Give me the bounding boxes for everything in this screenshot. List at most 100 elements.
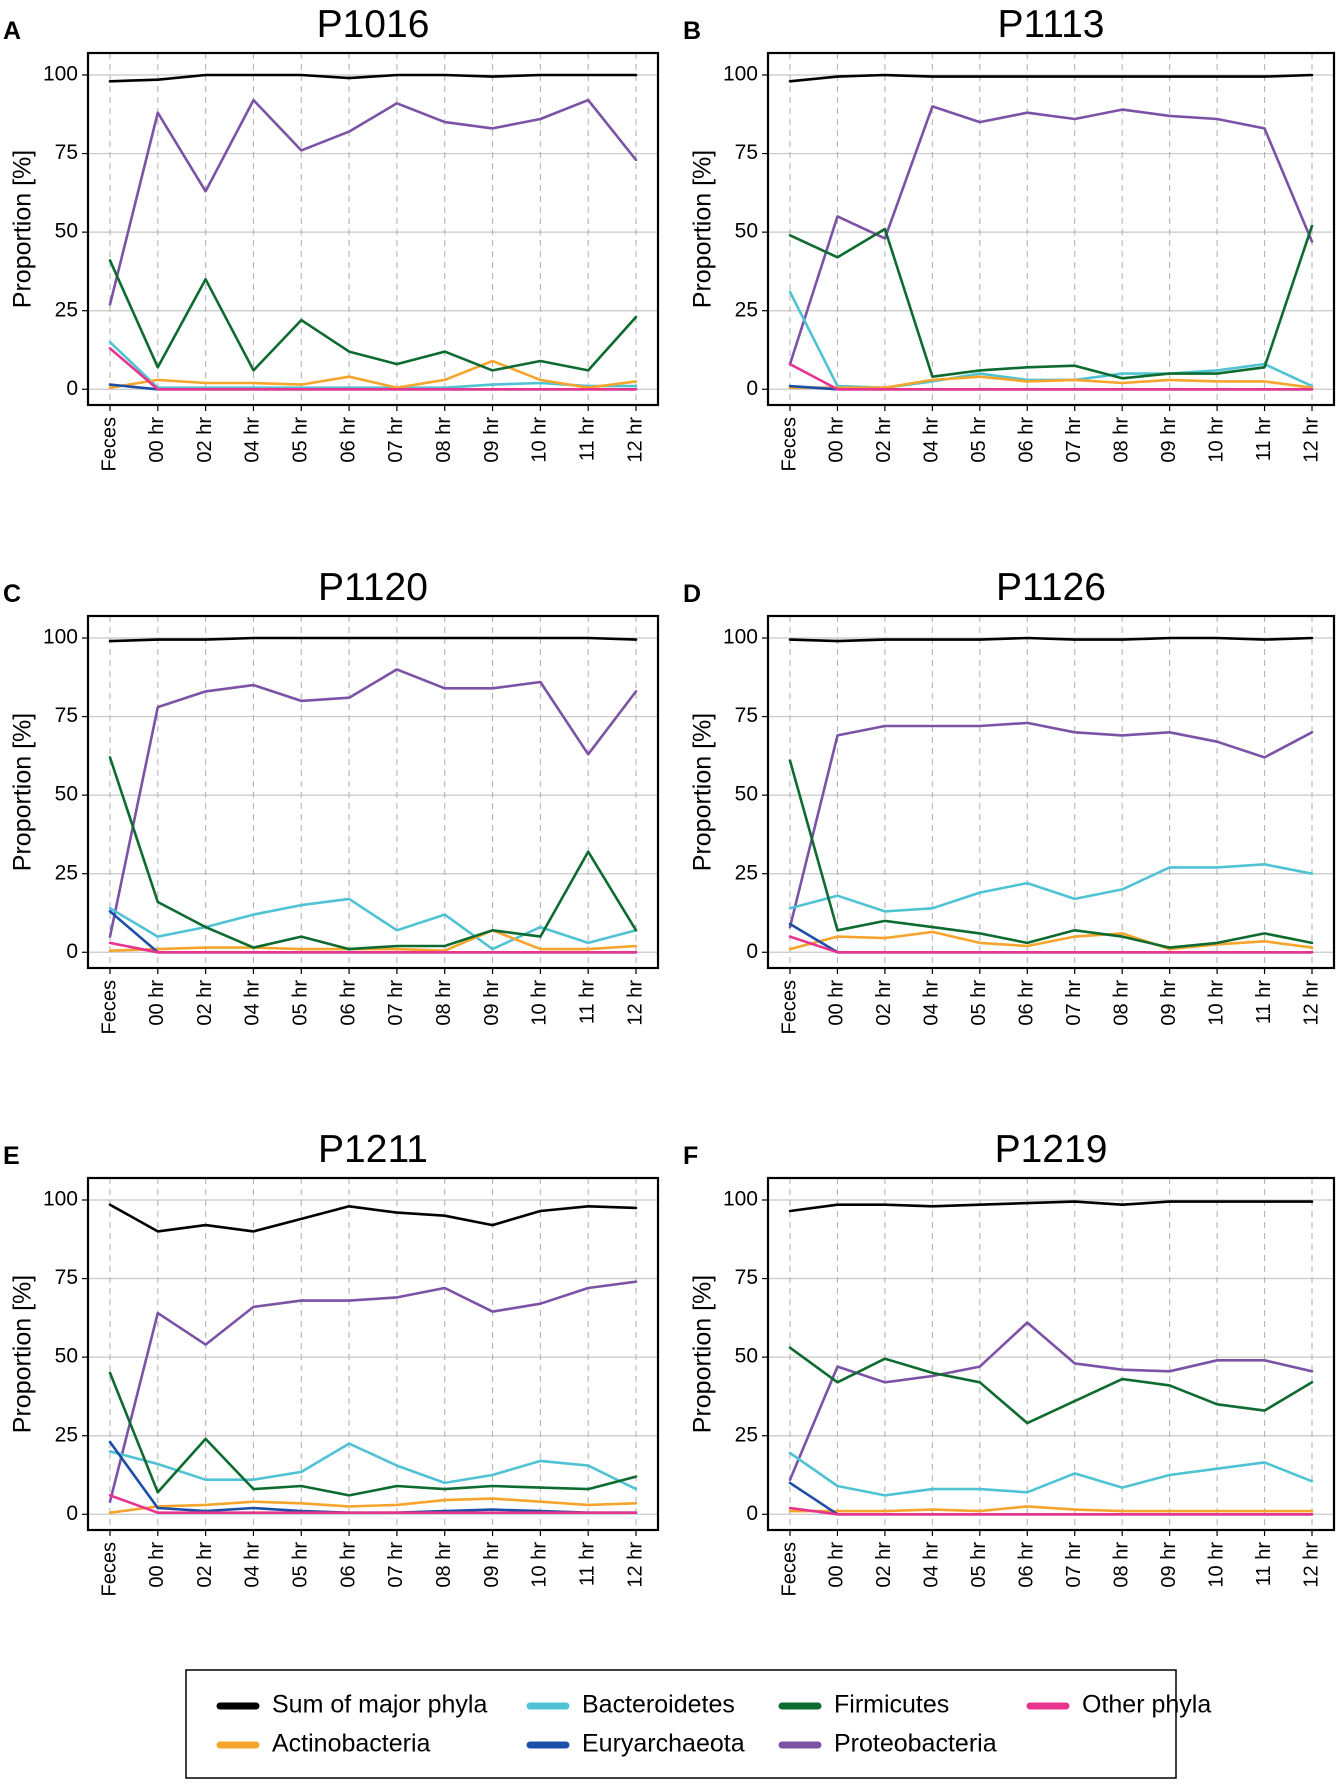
- x-tick-label: 11 hr: [576, 1542, 598, 1586]
- panel-letter: A: [3, 17, 21, 45]
- y-axis-label: Proportion [%]: [689, 150, 717, 308]
- x-tick-label: 04 hr: [921, 980, 943, 1026]
- x-tick-label: 09 hr: [1158, 1542, 1180, 1588]
- series-line-actinobacteria: [788, 1505, 1314, 1513]
- x-tick-label: 08 hr: [1110, 1542, 1132, 1588]
- series-line-other-phyla: [788, 362, 1314, 391]
- x-tick-label: 09 hr: [481, 417, 503, 463]
- x-tick-label: 09 hr: [481, 980, 503, 1026]
- x-tick-label: 02 hr: [194, 1542, 216, 1588]
- x-tick-label: 10 hr: [529, 1542, 551, 1588]
- series-line-sum-of-major-phyla: [108, 636, 638, 643]
- series-line-other-phyla: [108, 347, 638, 391]
- x-tick-label: 06 hr: [1016, 1542, 1038, 1588]
- x-tick-label: 12 hr: [1300, 417, 1322, 463]
- x-tick-label: 10 hr: [1205, 1542, 1227, 1588]
- y-tick-label: 50: [55, 783, 78, 806]
- y-tick-label: 50: [55, 1345, 78, 1368]
- series-line-proteobacteria: [788, 721, 1314, 929]
- x-tick-label: 06 hr: [1016, 417, 1038, 463]
- panel-a: A P1016 Proportion [%] 0 25 50 75 100 Feces 00 hr…: [3, 3, 660, 471]
- series-line-proteobacteria: [108, 98, 638, 306]
- y-tick-label: 50: [735, 783, 758, 806]
- series-line-sum-of-major-phyla: [108, 1203, 638, 1233]
- x-tick-label: 08 hr: [433, 980, 455, 1026]
- panel-b: B P1113 Proportion [%] 0 25 50 75 100 Feces 00 hr…: [683, 3, 1336, 471]
- x-tick-label: 07 hr: [1063, 1542, 1085, 1588]
- series-line-firmicutes: [108, 1371, 638, 1497]
- x-tick-label: 00 hr: [826, 980, 848, 1026]
- panel-letter: C: [3, 580, 21, 608]
- legend-item-bact: Bacteroidetes: [526, 1691, 735, 1719]
- y-tick-label: 100: [43, 1188, 78, 1211]
- series-line-firmicutes: [108, 259, 638, 372]
- series-line-actinobacteria: [108, 1497, 638, 1514]
- x-tick-label: 05 hr: [290, 1542, 312, 1588]
- series-line-sum-of-major-phyla: [108, 73, 638, 83]
- x-tick-label: 10 hr: [529, 417, 551, 463]
- series-line-firmicutes: [788, 224, 1314, 380]
- legend-label: Firmicutes: [834, 1691, 949, 1719]
- x-tick-label: 12 hr: [624, 1542, 646, 1588]
- x-tick-label: 00 hr: [146, 1542, 168, 1588]
- x-tick-label: 11 hr: [1253, 980, 1275, 1024]
- x-tick-label: 09 hr: [1158, 417, 1180, 463]
- x-tick-label: 11 hr: [1253, 417, 1275, 461]
- legend-item-eury: Euryarchaeota: [526, 1730, 745, 1758]
- series-line-other-phyla: [108, 1494, 638, 1514]
- x-tick-label: 07 hr: [385, 417, 407, 463]
- series-line-firmicutes: [108, 756, 638, 951]
- x-tick-label: 00 hr: [826, 417, 848, 463]
- series-line-actinobacteria: [108, 359, 638, 390]
- series-line-actinobacteria: [788, 930, 1314, 951]
- x-tick-label: 09 hr: [1158, 980, 1180, 1026]
- y-axis-label: Proportion [%]: [689, 1275, 717, 1433]
- y-tick-label: 0: [66, 940, 78, 963]
- series-line-proteobacteria: [788, 1321, 1314, 1481]
- x-tick-label: 06 hr: [1016, 980, 1038, 1026]
- y-tick-label: 75: [55, 141, 78, 164]
- y-tick-label: 100: [723, 1188, 758, 1211]
- series-line-proteobacteria: [788, 105, 1314, 366]
- series-line-proteobacteria: [108, 1280, 638, 1503]
- panel-e: E P1211 Proportion [%] 0 25 50 75 100 Feces 00 hr…: [3, 1128, 660, 1596]
- x-tick-label: 06 hr: [337, 1542, 359, 1588]
- x-tick-label: 11 hr: [576, 980, 598, 1024]
- legend-item-other: Other phyla: [1026, 1691, 1211, 1719]
- x-tick-label: 05 hr: [290, 417, 312, 463]
- legend-box: [185, 1669, 1177, 1779]
- x-tick-label: 07 hr: [1063, 417, 1085, 463]
- y-tick-label: 50: [55, 220, 78, 243]
- series-line-actinobacteria: [108, 928, 638, 953]
- plot-frame: [766, 1176, 1336, 1532]
- x-tick-label: 05 hr: [968, 417, 990, 463]
- x-tick-label: 10 hr: [1205, 980, 1227, 1026]
- y-axis-label: Proportion [%]: [9, 1275, 37, 1433]
- y-axis-label: Proportion [%]: [689, 713, 717, 871]
- x-tick-label: 11 hr: [1253, 1542, 1275, 1586]
- series-line-bacteroidetes: [788, 290, 1314, 390]
- plot-frame: [766, 614, 1336, 970]
- series-line-bacteroidetes: [788, 862, 1314, 913]
- legend-label: Other phyla: [1082, 1691, 1211, 1719]
- y-tick-label: 25: [735, 1423, 758, 1446]
- series-line-bacteroidetes: [788, 1451, 1314, 1497]
- legend-item-firm: Firmicutes: [778, 1691, 949, 1719]
- panel-title: P1211: [318, 1128, 428, 1171]
- series-line-bacteroidetes: [108, 1442, 638, 1491]
- x-tick-label: 08 hr: [433, 417, 455, 463]
- x-tick-label: 04 hr: [242, 417, 264, 463]
- x-tick-label: 08 hr: [1110, 980, 1132, 1026]
- y-tick-label: 25: [55, 1423, 78, 1446]
- plot-frame: [86, 51, 660, 407]
- panel-d: D P1126 Proportion [%] 0 25 50 75 100 Feces 00 hr…: [683, 566, 1336, 1034]
- x-tick-label: Feces: [778, 980, 800, 1034]
- x-tick-label: 09 hr: [481, 1542, 503, 1588]
- x-tick-label: 10 hr: [529, 980, 551, 1026]
- x-tick-label: 05 hr: [968, 980, 990, 1026]
- plot-frame: [86, 614, 660, 970]
- y-axis-label: Proportion [%]: [9, 713, 37, 871]
- x-tick-label: 04 hr: [921, 417, 943, 463]
- panel-letter: E: [3, 1142, 20, 1170]
